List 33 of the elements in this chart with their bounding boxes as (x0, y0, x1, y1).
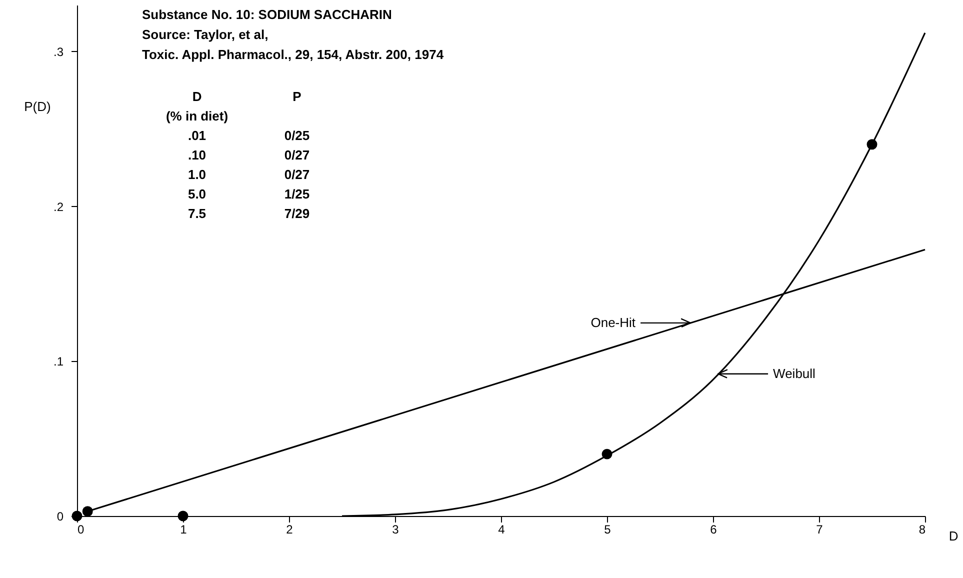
annotation: 0/25 (284, 128, 310, 143)
annotation: 7.5 (188, 206, 206, 221)
annotation: P (292, 89, 302, 104)
annotation: 1.0 (188, 167, 206, 182)
annotation: .01 (188, 128, 206, 143)
legend-label: Weibull (773, 366, 816, 381)
x-tick-label: 7 (816, 522, 824, 536)
annotation: (% in diet) (166, 108, 228, 124)
y-tick-label: .3 (53, 44, 64, 59)
annotation: 0/27 (284, 148, 310, 162)
annotation: Source: Taylor, et al, (142, 27, 268, 42)
x-tick-label: 3 (392, 522, 400, 536)
series-label: One-Hit (590, 314, 636, 330)
annotation: D (192, 89, 202, 104)
x-tick-label: 4 (498, 522, 506, 536)
annotation: 5.0 (188, 186, 206, 202)
annotation: 1/25 (284, 186, 310, 202)
annotation: 0/27 (284, 167, 310, 182)
y-axis-title: P(D) (24, 98, 51, 114)
x-tick-label: 2 (286, 522, 294, 536)
y-tick-label: 0 (56, 510, 64, 524)
x-tick-label: 0 (78, 522, 84, 536)
x-tick-label: 6 (710, 522, 718, 536)
annotation: .10 (188, 148, 206, 162)
x-axis-title: D (948, 528, 958, 544)
x-tick-label: 1 (180, 522, 188, 536)
x-tick-label: 5 (604, 522, 612, 536)
x-tick-label: 8 (918, 522, 926, 536)
y-tick-label: .1 (53, 354, 64, 369)
chart-title: Substance No. 10: SODIUM SACCHARIN (142, 7, 392, 22)
annotation: Toxic. Appl. Pharmacol., 29, 154, Abstr. 200, 1974 (142, 47, 444, 62)
y-tick-label: .2 (53, 200, 64, 214)
annotation: 7/29 (284, 206, 310, 221)
